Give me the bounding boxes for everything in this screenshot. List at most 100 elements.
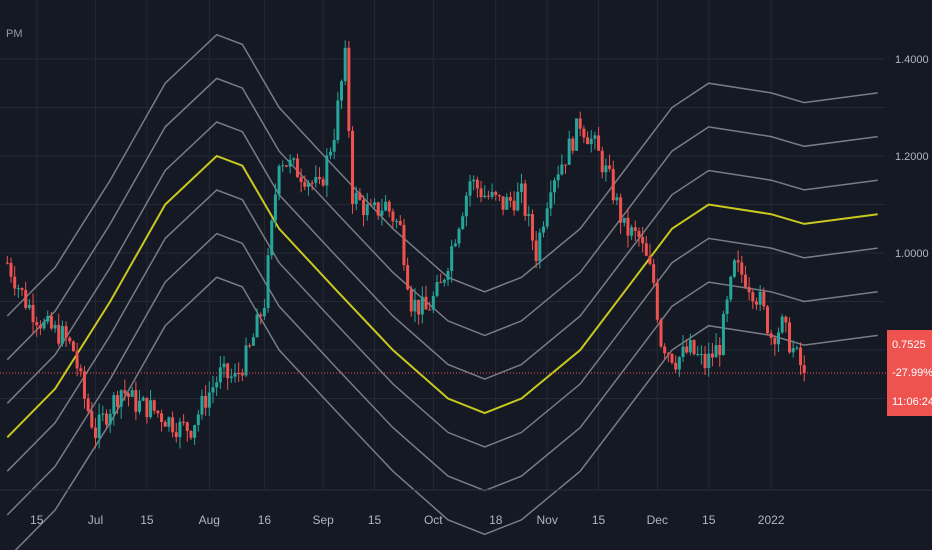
x-tick-label: Jul xyxy=(88,513,103,527)
candle xyxy=(160,409,164,432)
candle xyxy=(42,318,46,331)
candle xyxy=(391,208,395,228)
x-tick-label: 15 xyxy=(30,513,44,527)
candle xyxy=(178,417,182,449)
candle xyxy=(754,297,758,310)
candle xyxy=(464,191,468,227)
candle xyxy=(659,317,663,349)
candle xyxy=(387,199,391,218)
candle xyxy=(769,329,773,346)
candle xyxy=(508,191,512,208)
candle xyxy=(652,258,656,288)
candle xyxy=(141,395,145,402)
candle xyxy=(450,239,454,283)
candle xyxy=(229,368,233,383)
candle xyxy=(670,353,674,365)
candle xyxy=(328,147,332,160)
candle xyxy=(196,409,200,432)
candle xyxy=(751,289,755,309)
candle xyxy=(211,375,215,404)
candle xyxy=(564,164,568,174)
candle xyxy=(527,205,531,227)
candle xyxy=(743,265,747,290)
candle xyxy=(248,343,252,349)
candle xyxy=(681,335,685,362)
candle xyxy=(453,239,457,248)
candle xyxy=(655,278,659,323)
candle xyxy=(791,340,795,358)
candle xyxy=(27,298,31,311)
candle xyxy=(666,351,670,363)
candle xyxy=(5,255,9,265)
candle xyxy=(413,288,417,323)
candle xyxy=(696,346,700,357)
candle xyxy=(317,167,321,185)
chart-grid xyxy=(0,0,885,490)
candle xyxy=(446,267,450,286)
candle xyxy=(130,386,134,398)
candle xyxy=(86,393,90,415)
candle xyxy=(439,273,443,284)
candle xyxy=(435,274,439,298)
candle xyxy=(35,316,39,337)
candle xyxy=(553,177,557,204)
candle xyxy=(721,310,725,356)
candle xyxy=(692,339,696,356)
candle xyxy=(127,391,131,407)
candle xyxy=(707,342,711,377)
candle xyxy=(608,154,612,172)
candle xyxy=(163,420,167,427)
candle xyxy=(420,286,424,324)
candle xyxy=(461,212,465,231)
candle xyxy=(593,131,597,150)
candle xyxy=(788,317,792,354)
candle xyxy=(9,257,13,283)
candle xyxy=(725,296,729,323)
x-tick-label: Oct xyxy=(424,513,443,527)
candle xyxy=(567,130,571,165)
candle xyxy=(622,217,626,227)
candle xyxy=(116,390,120,414)
candle xyxy=(75,342,79,377)
candle xyxy=(200,389,204,420)
candle xyxy=(406,257,410,291)
candle xyxy=(266,247,270,313)
candle xyxy=(369,198,373,207)
candle xyxy=(233,363,237,383)
envelope-band-line xyxy=(6,189,878,472)
candle xyxy=(262,299,266,321)
candle xyxy=(479,180,483,203)
candle xyxy=(288,154,292,174)
candle xyxy=(46,310,50,325)
time-axis[interactable]: 15 Jul 15 Aug 16 Sep 15 Oct 18 Nov 15 Dec 15 2022 xyxy=(0,489,932,527)
candle xyxy=(171,411,175,438)
envelope-band-line xyxy=(6,121,878,404)
candle xyxy=(582,125,586,144)
candle xyxy=(534,230,538,268)
candle xyxy=(384,195,388,212)
candle xyxy=(362,195,366,227)
candle xyxy=(273,183,277,228)
candle xyxy=(31,293,35,334)
candle xyxy=(765,304,769,336)
candle xyxy=(215,376,219,396)
y-tick-label: 1.0000 xyxy=(895,248,929,260)
candle xyxy=(281,160,285,173)
candle xyxy=(354,186,358,211)
candle xyxy=(93,418,97,449)
candle xyxy=(784,315,788,333)
candle xyxy=(123,379,127,401)
candle xyxy=(494,190,498,201)
candle xyxy=(578,111,582,137)
candle xyxy=(780,314,784,335)
candle xyxy=(685,338,689,355)
candle xyxy=(714,333,718,358)
candle xyxy=(295,153,299,178)
candle xyxy=(442,278,446,287)
candle xyxy=(773,335,777,356)
candle xyxy=(174,423,178,443)
symbol-label: PM xyxy=(6,28,23,40)
candle xyxy=(575,118,579,151)
candle xyxy=(284,164,288,168)
